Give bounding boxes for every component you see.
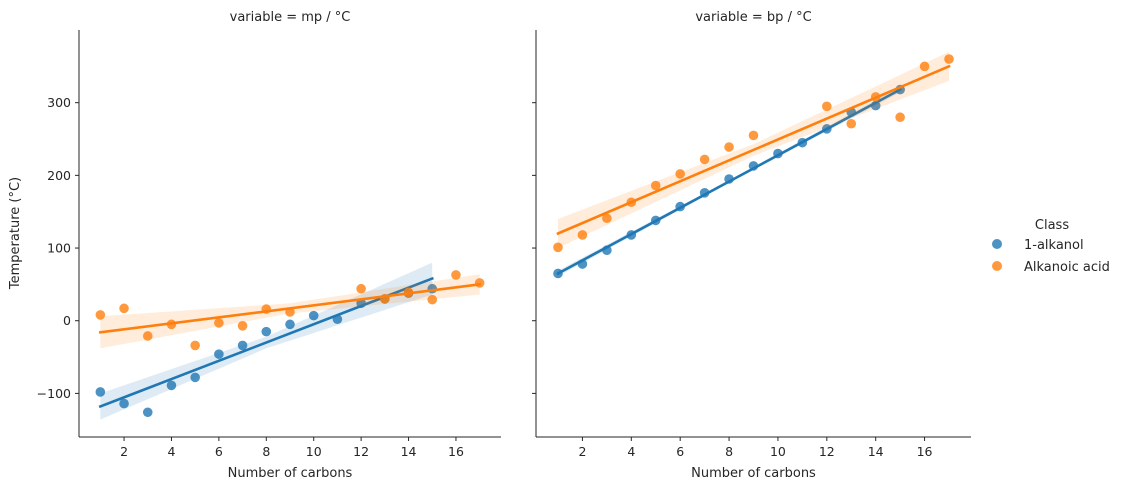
y-tick-label: 100 [47, 241, 71, 256]
point-alkanoic-acid [650, 180, 661, 191]
x-tick-label: 4 [167, 444, 175, 459]
panel-title: variable = bp / °C [695, 10, 811, 25]
bp-panel: variable = bp / °C 2 4 6 8 10 12 14 16 Number of … [532, 10, 971, 481]
legend-marker-alkanol [992, 239, 1002, 249]
point-1-alkanol [166, 380, 177, 391]
fit-line-alkanoic-acid [98, 282, 482, 334]
x-tick-label: 16 [448, 444, 464, 459]
point-alkanoic-acid [602, 213, 612, 224]
legend: Class 1-alkanol Alkanoic acid [992, 218, 1110, 275]
y-axis-label: Temperature (°C) [8, 177, 23, 290]
point-alkanoic-acid [577, 230, 588, 240]
point-1-alkanol [142, 407, 153, 418]
ci-band-1-alkanol [100, 262, 433, 420]
x-axis-label: Number of carbons [691, 466, 816, 481]
point-alkanoic-acid [474, 278, 485, 288]
legend-label-acid: Alkanoic acid [1024, 260, 1110, 275]
x-tick-label: 6 [215, 444, 223, 459]
point-1-alkanol [237, 340, 248, 351]
y-tick-label: 0 [63, 313, 71, 328]
point-1-alkanol [214, 349, 224, 359]
point-alkanoic-acid [822, 101, 832, 112]
point-1-alkanol [119, 398, 129, 409]
point-alkanoic-acid [427, 294, 438, 305]
point-alkanoic-acid [237, 321, 248, 331]
y-tick-label: −100 [37, 386, 71, 401]
x-axis-label: Number of carbons [228, 466, 353, 481]
point-alkanoic-acid [119, 303, 129, 314]
point-alkanoic-acid [846, 118, 857, 129]
point-alkanoic-acid [553, 242, 563, 253]
point-1-alkanol [285, 319, 295, 330]
panel-title: variable = mp / °C [230, 10, 351, 25]
x-tick-label: 10 [306, 444, 322, 459]
x-tick-label: 4 [627, 444, 635, 459]
x-tick-label: 2 [120, 444, 128, 459]
y-tick-label: 300 [47, 95, 71, 110]
fit-line-1-alkanol [98, 276, 434, 409]
x-tick-label: 12 [353, 444, 369, 459]
point-alkanoic-acid [748, 130, 759, 141]
point-alkanoic-acid [214, 318, 224, 328]
point-alkanoic-acid [190, 340, 200, 351]
point-alkanoic-acid [356, 283, 366, 294]
point-alkanoic-acid [451, 270, 461, 280]
point-alkanoic-acid [699, 154, 710, 165]
x-tick-label: 16 [917, 444, 933, 459]
fit-line-1-alkanol [556, 87, 902, 276]
y-tick-label: 200 [47, 168, 71, 183]
fit-line-alkanoic-acid [556, 64, 951, 236]
point-alkanoic-acid [724, 142, 734, 152]
x-tick-label: 10 [770, 444, 786, 459]
legend-label-alkanol: 1-alkanol [1024, 238, 1084, 253]
x-tick-label: 8 [262, 444, 270, 459]
legend-title: Class [1035, 218, 1069, 233]
x-tick-label: 2 [578, 444, 586, 459]
x-tick-label: 14 [401, 444, 417, 459]
x-tick-label: 14 [868, 444, 884, 459]
x-tick-label: 12 [819, 444, 835, 459]
point-alkanoic-acid [895, 112, 905, 123]
legend-marker-acid [992, 261, 1002, 271]
point-alkanoic-acid [95, 310, 106, 320]
point-alkanoic-acid [944, 54, 954, 64]
point-1-alkanol [261, 326, 272, 337]
point-alkanoic-acid [142, 331, 153, 341]
point-1-alkanol [95, 387, 106, 397]
point-alkanoic-acid [919, 61, 930, 72]
point-1-alkanol [190, 372, 200, 383]
point-1-alkanol [308, 310, 319, 321]
x-tick-label: 6 [676, 444, 684, 459]
point-alkanoic-acid [675, 169, 685, 179]
mp-panel: variable = mp / °C −100 0 100 200 300 2 4 6 8 10 12… [37, 10, 501, 481]
x-tick-label: 8 [725, 444, 733, 459]
